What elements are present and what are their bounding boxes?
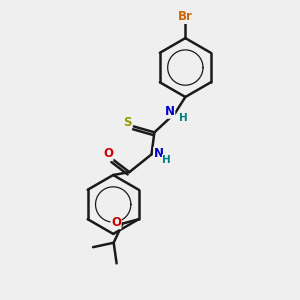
Text: Br: Br: [178, 11, 193, 23]
Text: N: N: [165, 105, 175, 118]
Text: O: O: [103, 147, 113, 160]
Text: N: N: [154, 147, 164, 160]
Text: S: S: [123, 116, 132, 128]
Text: O: O: [111, 216, 121, 229]
Text: H: H: [162, 155, 171, 165]
Text: H: H: [179, 112, 188, 123]
